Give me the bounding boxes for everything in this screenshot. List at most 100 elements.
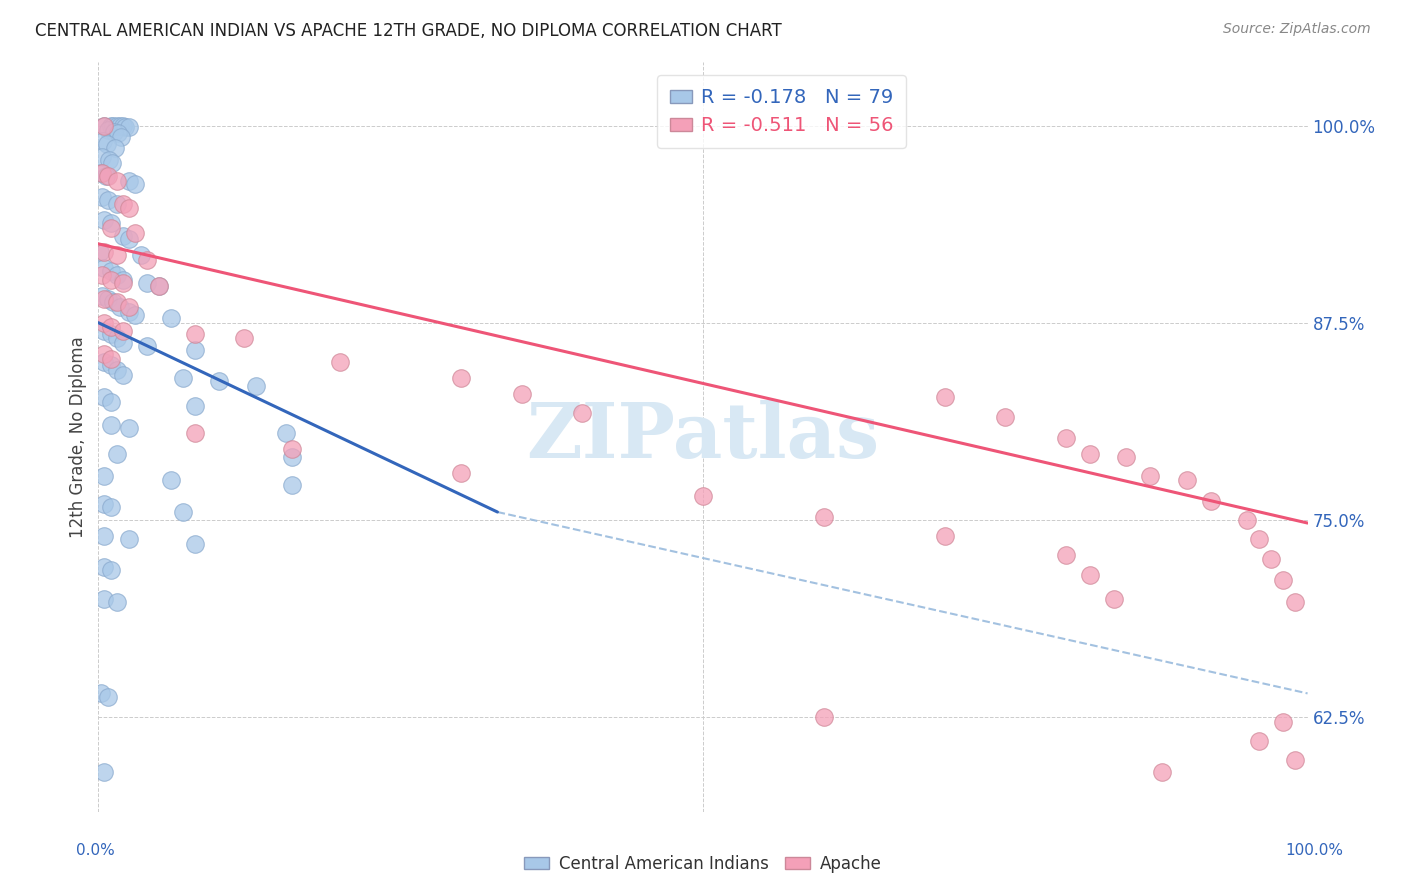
Point (111, 229, 134, 244)
Point (111, 277, 134, 291)
Point (135, 339, 157, 353)
Point (100, 273, 122, 287)
Point (105, 331, 128, 345)
Point (98, 153, 121, 168)
Point (148, 279, 170, 293)
Point (100, 221, 122, 235)
Point (1102, 591, 1125, 606)
Point (172, 505, 194, 519)
Point (100, 326, 122, 341)
Point (1284, 595, 1306, 609)
Point (91, 189, 114, 203)
Text: CENTRAL AMERICAN INDIAN VS APACHE 12TH GRADE, NO DIPLOMA CORRELATION CHART: CENTRAL AMERICAN INDIAN VS APACHE 12TH G… (35, 22, 782, 40)
Point (91, 289, 114, 303)
Point (93, 292, 115, 306)
Point (93, 119, 115, 133)
Point (100, 394, 122, 409)
Point (93, 560, 115, 574)
Point (208, 374, 231, 388)
Point (100, 359, 122, 373)
Point (91, 268, 114, 283)
Point (97, 193, 120, 207)
Point (184, 426, 207, 441)
Point (97, 292, 120, 306)
Point (118, 120, 141, 135)
Point (1249, 532, 1271, 546)
Point (994, 410, 1017, 425)
Point (97, 123, 120, 137)
Point (184, 400, 207, 414)
Point (934, 390, 956, 404)
Point (1236, 513, 1258, 527)
Point (245, 379, 267, 393)
Point (110, 129, 132, 144)
Text: 0.0%: 0.0% (76, 843, 115, 858)
Point (93, 355, 115, 369)
Point (93, 591, 115, 606)
Point (692, 489, 714, 503)
Point (97, 169, 120, 183)
Point (104, 140, 127, 154)
Point (118, 232, 141, 246)
Point (93, 497, 115, 511)
Point (184, 536, 207, 550)
Point (813, 710, 835, 724)
Point (100, 156, 122, 170)
Point (90, 686, 112, 700)
Point (1078, 447, 1101, 461)
Point (93, 260, 115, 275)
Point (105, 248, 128, 262)
Point (93, 529, 115, 543)
Point (118, 532, 141, 546)
Point (118, 421, 141, 435)
Point (160, 310, 183, 325)
Point (91, 166, 114, 180)
Point (93, 347, 115, 361)
Point (281, 478, 304, 492)
Point (118, 300, 141, 314)
Point (108, 119, 131, 133)
Point (93, 324, 115, 338)
Point (101, 295, 124, 310)
Point (93, 390, 115, 404)
Point (93, 316, 115, 330)
Point (1249, 733, 1271, 747)
Point (105, 363, 128, 377)
Point (813, 509, 835, 524)
Point (97, 690, 120, 704)
Point (571, 406, 593, 420)
Point (105, 197, 128, 211)
Point (124, 226, 146, 240)
Text: 100.0%: 100.0% (1285, 843, 1344, 858)
Point (100, 119, 122, 133)
Point (135, 277, 157, 291)
Point (160, 474, 183, 488)
Point (1272, 573, 1295, 587)
Point (129, 248, 152, 262)
Point (1152, 765, 1174, 780)
Point (111, 324, 134, 338)
Point (107, 127, 129, 141)
Point (93, 244, 115, 259)
Point (111, 197, 134, 211)
Point (184, 343, 207, 357)
Point (172, 371, 194, 385)
Point (105, 447, 128, 461)
Point (93, 765, 115, 780)
Point (101, 119, 124, 133)
Point (1139, 468, 1161, 483)
Point (1199, 494, 1222, 508)
Point (148, 279, 170, 293)
Point (105, 174, 128, 188)
Point (118, 174, 141, 188)
Point (1284, 753, 1306, 767)
Point (93, 468, 115, 483)
Point (105, 268, 128, 283)
Legend: Central American Indians, Apache: Central American Indians, Apache (517, 848, 889, 880)
Point (93, 213, 115, 227)
Point (111, 273, 134, 287)
Point (94, 169, 117, 183)
Point (124, 177, 146, 191)
Y-axis label: 12th Grade, No Diploma: 12th Grade, No Diploma (69, 336, 87, 538)
Point (100, 263, 122, 277)
